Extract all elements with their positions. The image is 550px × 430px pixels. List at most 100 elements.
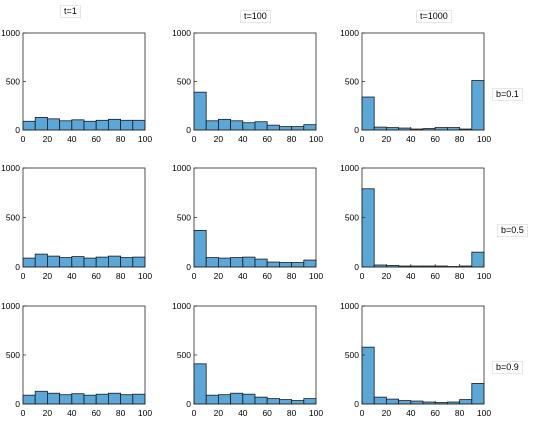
x-tick-label-r0c0-0: 0 (21, 134, 26, 144)
x-tick-label-r0c2-0: 0 (360, 134, 365, 144)
histogram-bar-r1c0-3 (59, 257, 73, 268)
histogram-bar-r0c0-4 (71, 119, 85, 131)
y-tick-label-r0c2-0: 0 (354, 125, 359, 135)
column-title-t100: t=100 (240, 10, 271, 23)
x-tick-label-r1c0-60: 60 (91, 271, 101, 281)
y-tick-label-r0c1-500: 500 (177, 77, 191, 87)
histogram-bar-r1c1-1 (205, 257, 219, 268)
histogram-bar-r2c1-6 (266, 398, 280, 405)
axes-frame-r0c0 (22, 32, 146, 131)
column-title-t1: t=1 (60, 5, 81, 18)
histogram-bar-r2c0-4 (71, 393, 85, 405)
histogram-bar-r2c1-8 (291, 400, 305, 405)
histogram-bar-r0c0-6 (95, 119, 109, 131)
histogram-bar-r2c0-3 (59, 394, 73, 405)
y-tick-label-r0c2-500: 500 (345, 77, 359, 87)
x-tick-label-r2c0-40: 40 (67, 408, 77, 418)
x-tick-label-r1c1-60: 60 (262, 271, 272, 281)
histogram-bar-r0c1-6 (266, 124, 280, 131)
x-tick-label-r0c1-0: 0 (192, 134, 197, 144)
y-tick-label-r2c0-0: 0 (15, 399, 20, 409)
x-tick-label-r2c0-0: 0 (21, 408, 26, 418)
histogram-bar-r0c1-4 (242, 122, 256, 131)
histogram-bar-r1c1-0 (193, 229, 207, 268)
histogram-bar-r1c0-7 (108, 255, 122, 268)
x-tick-label-r1c0-20: 20 (43, 271, 53, 281)
histogram-bar-r2c0-6 (95, 393, 109, 405)
x-tick-label-r1c0-0: 0 (21, 271, 26, 281)
x-tick-label-r1c1-20: 20 (214, 271, 224, 281)
row-label-b05: b=0.5 (497, 224, 528, 237)
row-label-b01: b=0.1 (492, 88, 523, 101)
y-tick-label-r0c1-0: 0 (186, 125, 191, 135)
histogram-bar-r1c0-5 (83, 257, 97, 268)
histogram-bar-r2c1-4 (242, 393, 256, 405)
y-tick-label-r2c2-1000: 1000 (340, 301, 359, 311)
histogram-bar-r2c2-4 (410, 400, 424, 405)
histogram-bar-r0c0-0 (22, 120, 36, 131)
y-tick-label-r2c0-1000: 1000 (1, 301, 20, 311)
x-tick-label-r1c1-40: 40 (238, 271, 248, 281)
y-tick-label-r2c1-500: 500 (177, 350, 191, 360)
histogram-bar-r0c1-2 (217, 118, 231, 131)
histogram-bar-r0c0-2 (47, 118, 61, 131)
x-tick-label-r1c1-100: 100 (309, 271, 323, 281)
histogram-bar-r2c1-5 (254, 396, 268, 405)
histogram-bar-r0c2-9 (471, 80, 485, 131)
y-tick-label-r0c0-0: 0 (15, 125, 20, 135)
x-tick-label-r2c1-80: 80 (287, 408, 297, 418)
histogram-bar-r1c1-2 (217, 257, 231, 268)
y-tick-label-r1c1-1000: 1000 (172, 163, 191, 173)
y-tick-label-r0c0-1000: 1000 (1, 28, 20, 38)
y-tick-label-r2c1-1000: 1000 (172, 301, 191, 311)
x-tick-label-r2c2-80: 80 (455, 408, 465, 418)
histogram-bar-r1c0-6 (95, 256, 109, 268)
histogram-bar-r1c0-9 (132, 256, 146, 268)
histogram-bar-r1c0-1 (34, 253, 48, 268)
y-tick-label-r1c2-0: 0 (354, 262, 359, 272)
histogram-bar-r1c1-8 (291, 262, 305, 268)
x-tick-label-r0c1-100: 100 (309, 134, 323, 144)
y-tick-label-r1c0-0: 0 (15, 262, 20, 272)
histogram-bar-r1c2-0 (361, 188, 375, 268)
axes-frame-r2c1 (193, 305, 317, 405)
x-tick-label-r2c0-100: 100 (138, 408, 152, 418)
histogram-bar-r2c2-1 (373, 396, 387, 405)
y-tick-label-r2c0-500: 500 (6, 350, 20, 360)
histogram-bar-r2c1-3 (230, 392, 244, 405)
y-tick-label-r0c0-500: 500 (6, 77, 20, 87)
histogram-bar-r0c1-5 (254, 121, 268, 131)
y-tick-label-r2c2-500: 500 (345, 350, 359, 360)
y-tick-label-r1c2-500: 500 (345, 213, 359, 223)
histogram-bar-r1c1-4 (242, 256, 256, 268)
histogram-bar-r0c1-8 (291, 126, 305, 131)
y-tick-label-r2c2-0: 0 (354, 399, 359, 409)
x-tick-label-r0c0-100: 100 (138, 134, 152, 144)
axes-frame-r2c2 (361, 305, 485, 405)
histogram-bar-r0c1-0 (193, 91, 207, 131)
row-label-b09: b=0.9 (492, 361, 523, 374)
y-tick-label-r1c1-500: 500 (177, 213, 191, 223)
histogram-bar-r0c0-7 (108, 118, 122, 131)
x-tick-label-r1c2-0: 0 (360, 271, 365, 281)
histogram-bar-r1c1-7 (278, 262, 292, 268)
histogram-bar-r0c0-9 (132, 119, 146, 131)
x-tick-label-r1c1-0: 0 (192, 271, 197, 281)
histogram-bar-r2c1-0 (193, 363, 207, 405)
axes-frame-r0c2 (361, 32, 485, 131)
histogram-bar-r2c2-2 (385, 398, 399, 405)
histogram-bar-r0c0-3 (59, 120, 73, 131)
histogram-bar-r1c1-3 (230, 257, 244, 268)
y-tick-label-r1c0-1000: 1000 (1, 163, 20, 173)
y-tick-label-r2c1-0: 0 (186, 399, 191, 409)
histogram-bar-r0c2-0 (361, 96, 375, 131)
x-tick-label-r2c2-40: 40 (406, 408, 416, 418)
x-tick-label-r2c1-20: 20 (214, 408, 224, 418)
axes-frame-r1c2 (361, 167, 485, 268)
histogram-bar-r2c0-2 (47, 392, 61, 405)
histogram-bar-r1c1-6 (266, 261, 280, 268)
histogram-bar-r0c0-1 (34, 116, 48, 131)
axes-frame-r0c1 (193, 32, 317, 131)
x-tick-label-r0c2-100: 100 (477, 134, 491, 144)
x-tick-label-r1c2-60: 60 (430, 271, 440, 281)
